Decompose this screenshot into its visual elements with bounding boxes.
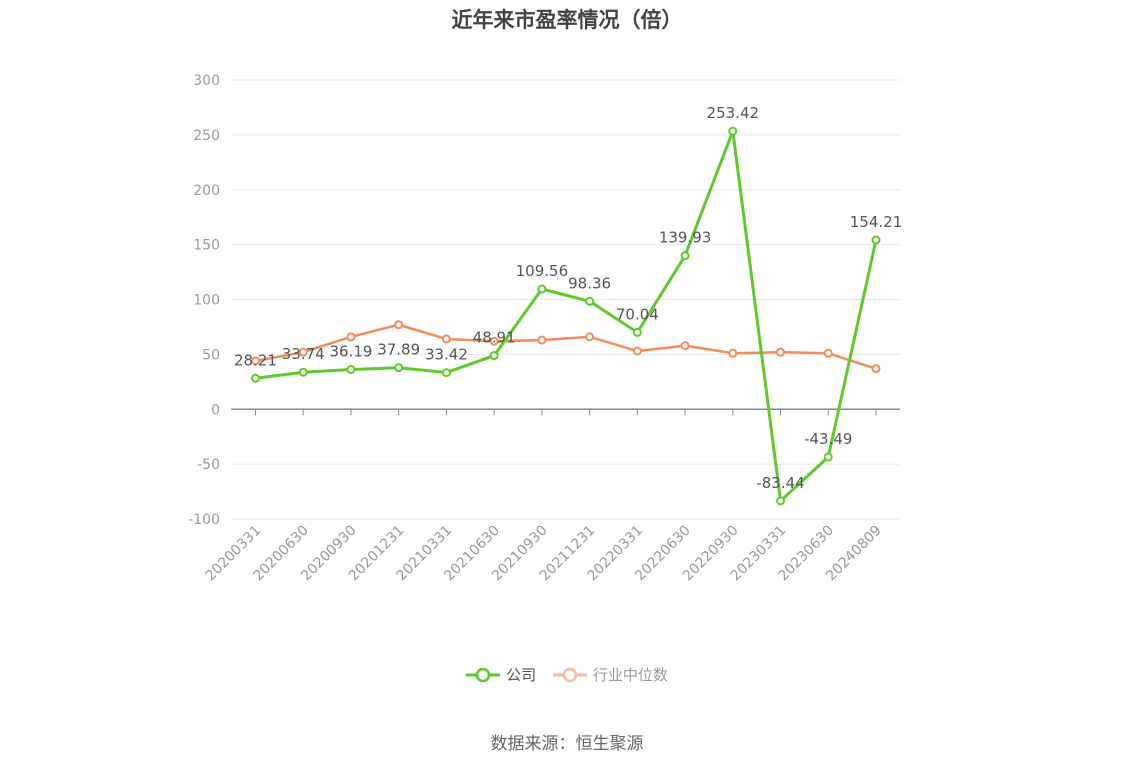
data-label-company: 36.19 (329, 343, 372, 361)
y-tick-label: 0 (211, 402, 220, 418)
point-industry[interactable] (871, 364, 881, 374)
point-industry[interactable] (728, 348, 738, 358)
data-label-company: 37.89 (377, 341, 420, 359)
data-label-company: -83.44 (756, 474, 804, 492)
point-company[interactable] (680, 251, 690, 261)
x-axis-ticks: 2020033120200630202009302020123120210331… (203, 523, 885, 585)
series-line-industry (255, 323, 877, 370)
point-company[interactable] (394, 363, 404, 373)
point-company[interactable] (728, 126, 738, 136)
y-tick-label: 200 (193, 183, 220, 199)
point-company[interactable] (489, 351, 499, 361)
y-tick-label: 150 (193, 238, 220, 254)
point-industry[interactable] (298, 347, 308, 357)
point-industry[interactable] (346, 332, 356, 342)
data-label-company: 28.21 (234, 351, 277, 369)
y-axis-ticks: -100 -50 0 50 100 150 200 250 300 (188, 73, 220, 528)
point-industry[interactable] (823, 348, 833, 358)
y-tick-label: -50 (197, 457, 220, 473)
grid-lines (231, 79, 900, 520)
series-lines (251, 126, 881, 506)
data-label-company: 98.36 (568, 274, 611, 292)
chart-title: 近年来市盈率情况（倍） (451, 8, 683, 32)
data-label-company: 109.56 (516, 262, 569, 280)
data-label-company: 33.42 (425, 346, 468, 364)
x-axis (231, 408, 900, 416)
point-industry[interactable] (489, 336, 499, 346)
legend-label-company: 公司 (506, 666, 537, 684)
point-industry[interactable] (251, 356, 260, 366)
point-industry[interactable] (776, 347, 786, 357)
data-label-company: 253.42 (707, 104, 760, 122)
legend-item-company[interactable]: 公司 (466, 664, 536, 685)
point-company[interactable] (871, 235, 881, 245)
legend-label-industry: 行业中位数 (592, 666, 668, 684)
point-company[interactable] (537, 284, 547, 294)
point-company[interactable] (776, 496, 786, 506)
source-note: 数据来源：恒生聚源 (490, 734, 644, 754)
point-industry[interactable] (394, 320, 404, 330)
legend-swatch-industry (552, 667, 587, 682)
point-company[interactable] (441, 368, 451, 378)
y-tick-label: 300 (193, 73, 220, 89)
point-industry[interactable] (537, 335, 547, 345)
data-label-company: -43.49 (804, 430, 852, 448)
y-tick-label: -100 (188, 512, 220, 528)
point-company[interactable] (823, 452, 833, 462)
point-company[interactable] (346, 365, 356, 375)
point-company[interactable] (585, 296, 595, 306)
point-industry[interactable] (441, 334, 451, 344)
point-company[interactable] (632, 327, 642, 337)
point-industry[interactable] (632, 346, 642, 356)
legend-swatch-company (466, 667, 501, 682)
data-label-company: 70.04 (616, 305, 659, 323)
y-tick-label: 250 (193, 128, 220, 144)
series-line-company (255, 129, 878, 503)
data-label-company: 48.91 (473, 329, 516, 347)
data-labels: 28.21 33.74 36.19 37.89 33.42 48.91 109.5698.3… (234, 104, 902, 492)
legend: 公司 行业中位数 (0, 664, 1134, 687)
y-tick-label: 50 (202, 347, 220, 363)
point-industry[interactable] (585, 332, 595, 342)
point-company[interactable] (251, 373, 260, 383)
data-label-company: 154.21 (850, 213, 903, 231)
data-label-company: 33.74 (282, 345, 325, 363)
y-tick-label: 100 (193, 293, 220, 309)
point-industry[interactable] (680, 341, 690, 351)
point-company[interactable] (298, 367, 308, 377)
legend-item-industry[interactable]: 行业中位数 (552, 664, 668, 685)
data-label-company: 139.93 (659, 229, 712, 247)
